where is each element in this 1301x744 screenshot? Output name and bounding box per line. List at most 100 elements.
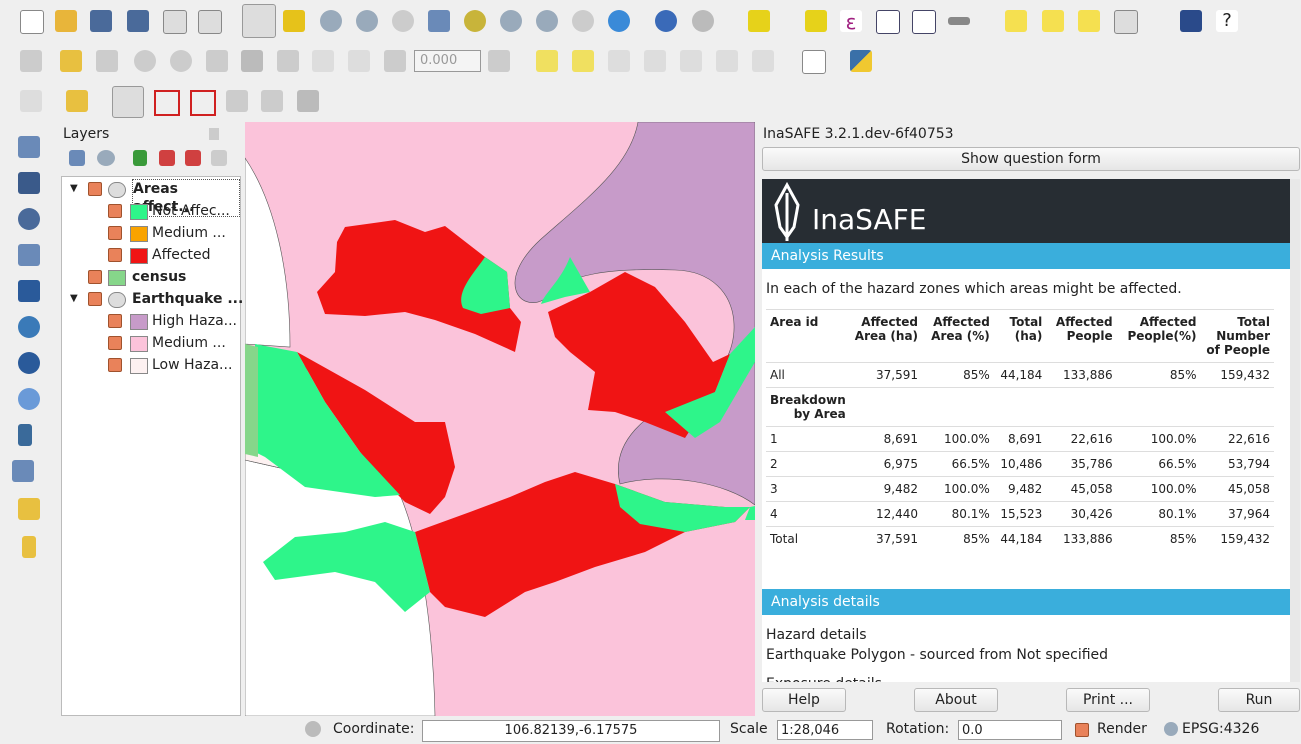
tool-icon[interactable]	[66, 90, 88, 112]
tool-icon[interactable]	[392, 10, 414, 32]
tool-icon[interactable]	[356, 10, 378, 32]
tool-icon[interactable]	[536, 10, 558, 32]
tool-icon[interactable]	[1042, 10, 1064, 32]
tool-icon[interactable]	[18, 424, 32, 446]
tool-icon[interactable]	[428, 10, 450, 32]
tool-icon[interactable]	[20, 50, 42, 72]
tool-icon[interactable]	[241, 50, 263, 72]
tool-icon[interactable]	[18, 136, 40, 158]
tool-icon[interactable]	[608, 50, 630, 72]
rotation-field[interactable]: 0.0	[958, 720, 1062, 740]
tool-icon[interactable]	[190, 90, 216, 116]
tool-icon[interactable]	[127, 10, 149, 32]
layer-row[interactable]: ▼ Areas affect...	[62, 178, 240, 217]
render-checkbox[interactable]	[1075, 723, 1089, 737]
tool-icon[interactable]	[18, 172, 40, 194]
tool-icon[interactable]	[384, 50, 406, 72]
tool-icon[interactable]	[18, 388, 40, 410]
layer-tool[interactable]	[211, 150, 227, 166]
scrollbar[interactable]	[1290, 179, 1300, 682]
print-button[interactable]: Print ...	[1066, 688, 1150, 712]
tool-icon[interactable]	[748, 10, 770, 32]
scale-field[interactable]: 1:28,046	[777, 720, 873, 740]
tool-icon[interactable]	[536, 50, 558, 72]
tool-icon[interactable]	[20, 90, 42, 112]
tool-icon[interactable]	[912, 10, 936, 34]
tool-icon[interactable]	[1078, 10, 1100, 32]
tool-icon[interactable]	[348, 50, 370, 72]
tool-icon[interactable]	[18, 498, 40, 520]
crs-icon[interactable]	[1164, 722, 1178, 736]
tool-icon[interactable]	[716, 50, 738, 72]
tool-icon[interactable]	[655, 10, 677, 32]
tool-icon[interactable]	[18, 208, 40, 230]
tool-icon[interactable]	[55, 10, 77, 32]
tool-icon[interactable]	[876, 10, 900, 34]
tool-icon[interactable]	[1180, 10, 1202, 32]
tool-icon[interactable]	[948, 17, 970, 25]
layer-tool[interactable]	[159, 150, 175, 166]
help-button[interactable]: Help	[762, 688, 846, 712]
tool-icon[interactable]	[802, 50, 826, 74]
tool-icon[interactable]	[18, 244, 40, 266]
tool-icon[interactable]	[805, 10, 827, 32]
tool-icon[interactable]	[60, 50, 82, 72]
tool-icon[interactable]: ?	[1216, 10, 1238, 32]
logo-icon	[774, 181, 800, 241]
table-cell: 37,591	[849, 362, 923, 388]
tool-icon[interactable]	[277, 50, 299, 72]
layer-tool[interactable]	[97, 150, 115, 166]
tool-icon[interactable]	[1114, 10, 1138, 34]
tool-icon[interactable]	[572, 10, 594, 32]
tool-icon[interactable]	[226, 90, 248, 112]
tool-icon[interactable]: ε	[840, 10, 862, 34]
tool-icon[interactable]	[752, 50, 774, 72]
tool-icon[interactable]	[608, 10, 630, 32]
tool-icon[interactable]	[18, 280, 40, 302]
tool-icon[interactable]	[572, 50, 594, 72]
tool-icon[interactable]	[206, 50, 228, 72]
coordinate-field[interactable]: 106.82139,-6.17575	[422, 720, 720, 742]
layer-tool[interactable]	[185, 150, 201, 166]
tool-icon[interactable]	[112, 86, 144, 118]
question-button[interactable]: Show question form	[762, 147, 1300, 171]
tool-icon[interactable]	[96, 50, 118, 72]
tool-icon[interactable]	[12, 460, 34, 482]
tool-icon[interactable]	[18, 316, 40, 338]
tool-icon[interactable]	[1005, 10, 1027, 32]
map-canvas[interactable]	[245, 122, 755, 716]
tool-icon[interactable]	[312, 50, 334, 72]
tool-icon[interactable]	[198, 10, 222, 34]
tool-icon[interactable]	[283, 10, 305, 32]
python-icon[interactable]	[850, 50, 872, 72]
tool-icon[interactable]	[488, 50, 510, 72]
spacer	[849, 387, 1274, 427]
about-button[interactable]: About	[914, 688, 998, 712]
tool-icon[interactable]	[297, 90, 319, 112]
coordinate-label: Coordinate:	[333, 721, 415, 737]
precision-field[interactable]: 0.000	[414, 50, 481, 72]
tool-icon[interactable]	[90, 10, 112, 32]
tool-icon[interactable]	[154, 90, 180, 116]
layer-tool[interactable]	[69, 150, 85, 166]
tool-icon[interactable]	[692, 10, 714, 32]
pan-tool[interactable]	[242, 4, 276, 38]
tool-icon[interactable]	[20, 10, 44, 34]
tool-icon[interactable]	[22, 536, 36, 558]
tool-icon[interactable]	[320, 10, 342, 32]
tool-icon[interactable]	[500, 10, 522, 32]
tool-icon[interactable]	[464, 10, 486, 32]
tool-icon[interactable]	[644, 50, 666, 72]
panel-buttons[interactable]	[209, 128, 245, 140]
crs-label[interactable]: EPSG:4326	[1182, 721, 1260, 737]
tool-icon[interactable]	[170, 50, 192, 72]
table-cell: 80.1%	[1116, 501, 1201, 527]
tool-icon[interactable]	[163, 10, 187, 34]
tool-icon[interactable]	[134, 50, 156, 72]
tool-icon[interactable]	[680, 50, 702, 72]
table-cell: 9,482	[849, 476, 923, 502]
layer-tool[interactable]	[133, 150, 147, 166]
run-button[interactable]: Run	[1218, 688, 1300, 712]
tool-icon[interactable]	[261, 90, 283, 112]
tool-icon[interactable]	[18, 352, 40, 374]
